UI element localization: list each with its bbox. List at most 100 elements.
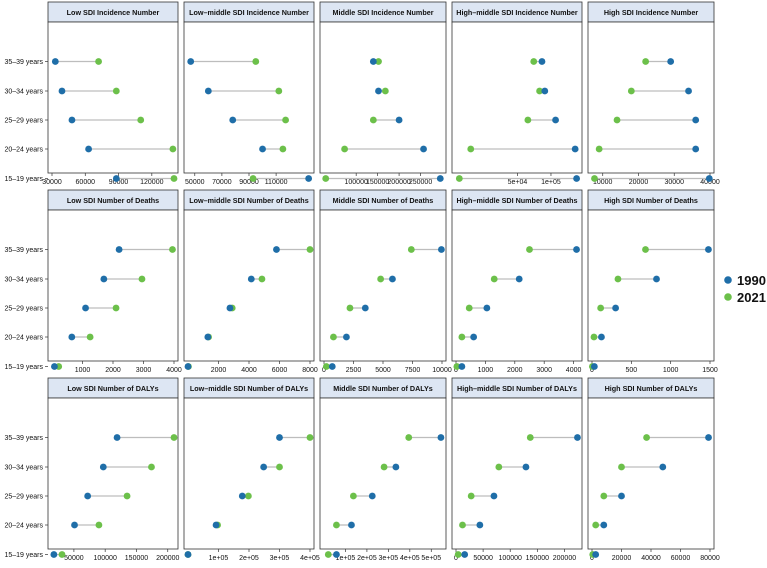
point-2021 (349, 492, 357, 500)
x-tick-label: 1e+05 (336, 555, 356, 562)
point-2021 (137, 116, 145, 124)
x-tick-label: 10000 (593, 179, 613, 186)
point-1990 (260, 463, 268, 471)
point-1990 (305, 175, 313, 182)
x-tick-label: 150000 (526, 555, 549, 562)
point-1990 (68, 333, 76, 341)
point-1990 (420, 145, 427, 153)
point-2021 (530, 58, 538, 65)
x-tick-label: 0 (454, 555, 458, 562)
legend: 1990 2021 (724, 273, 766, 305)
point-1990 (99, 463, 107, 471)
point-2021 (526, 246, 533, 253)
point-1990 (705, 175, 713, 182)
panel-11: Low SDI Number of DALYs 50000 100000 150000… (4, 377, 180, 562)
category-label: 15–19 years (4, 176, 43, 183)
category-label: 25–29 years (4, 494, 43, 501)
point-1990 (71, 521, 78, 529)
x-tick-label: 40000 (641, 555, 661, 562)
point-1990 (571, 145, 579, 153)
x-tick-label: 30000 (42, 179, 62, 186)
x-tick-label: 8000 (302, 367, 318, 374)
panel-frame (319, 397, 447, 550)
legend-label-2021: 2021 (737, 290, 766, 305)
point-1990 (348, 521, 355, 529)
point-2021 (526, 434, 534, 441)
x-tick-label: 150000 (366, 179, 389, 186)
point-2021 (467, 492, 475, 500)
point-2021 (170, 434, 178, 441)
point-1990 (590, 363, 598, 370)
point-1990 (343, 333, 350, 341)
point-2021 (627, 87, 635, 95)
category-label: 20–24 years (4, 335, 43, 342)
x-tick-label: 6000 (272, 367, 288, 374)
panel-title: Low–middle SDI Number of Deaths (189, 196, 308, 205)
point-2021 (536, 87, 543, 95)
x-tick-label: 200000 (156, 555, 179, 562)
point-1990 (438, 246, 445, 253)
x-tick-label: 3e+05 (379, 555, 399, 562)
panel-frame (183, 21, 315, 174)
point-2021 (275, 87, 283, 95)
x-tick-label: 1e+05 (541, 179, 561, 186)
x-tick-label: 1500 (702, 367, 718, 374)
point-1990 (204, 87, 212, 95)
panel-title: Low–middle SDI Incidence Number (189, 8, 309, 17)
point-1990 (612, 304, 619, 312)
point-1990 (82, 304, 89, 312)
x-tick-label: 4e+05 (300, 555, 320, 562)
x-tick-label: 0 (590, 555, 594, 562)
point-1990 (685, 87, 692, 95)
point-1990 (212, 521, 220, 529)
x-tick-label: 0 (590, 367, 594, 374)
panel-13: Middle SDI Number of DALYs 1e+05 2e+05 3e+0… (319, 377, 447, 562)
panel-frame (183, 209, 315, 362)
point-2021 (375, 58, 382, 65)
point-2021 (258, 275, 266, 283)
point-1990 (667, 58, 675, 65)
point-1990 (112, 175, 120, 182)
panel-2: Low–middle SDI Incidence Number 50000 7000… (183, 1, 315, 186)
x-tick-label: 100000 (93, 555, 116, 562)
point-1990 (538, 58, 546, 65)
point-1990 (50, 551, 58, 558)
legend-label-1990: 1990 (737, 273, 766, 288)
category-label: 30–34 years (4, 277, 43, 284)
x-tick-label: 2000 (211, 367, 227, 374)
x-tick-label: 2000 (507, 367, 523, 374)
point-2021 (252, 58, 260, 65)
point-2021 (244, 492, 252, 500)
point-2021 (249, 175, 257, 182)
x-tick-label: 80000 (700, 555, 720, 562)
panel-title: Low SDI Number of DALYs (67, 384, 158, 393)
panel-3: Middle SDI Incidence Number1000001500002… (319, 1, 447, 186)
point-1990 (437, 434, 445, 441)
x-tick-label: 60000 (76, 179, 96, 186)
point-2021 (618, 463, 625, 471)
panel-title: Middle SDI Incidence Number (332, 8, 433, 17)
point-2021 (377, 275, 385, 283)
point-1990 (490, 492, 498, 500)
point-1990 (184, 551, 192, 558)
point-2021 (341, 145, 348, 153)
category-label: 15–19 years (4, 364, 43, 371)
point-1990 (113, 434, 121, 441)
point-1990 (598, 333, 605, 341)
panel-12: Low–middle SDI Number of DALYs 1e+05 2e+05… (183, 377, 320, 562)
x-tick-label: 4000 (241, 367, 257, 374)
x-tick-label: 90000 (239, 179, 259, 186)
panel-title: Low–middle SDI Number of DALYs (190, 384, 308, 393)
x-tick-label: 3e+05 (270, 555, 290, 562)
x-tick-label: 200000 (553, 555, 576, 562)
point-1990 (369, 58, 377, 65)
panel-title: Middle SDI Number of DALYs (333, 384, 433, 393)
panel-10: High SDI Number of Deaths 0 500 1000 1500 (587, 189, 718, 374)
point-2021 (322, 175, 330, 182)
point-2021 (454, 551, 462, 558)
point-1990 (541, 87, 549, 95)
x-tick-label: 3000 (536, 367, 552, 374)
point-2021 (282, 116, 289, 124)
panel-frame (319, 21, 447, 174)
